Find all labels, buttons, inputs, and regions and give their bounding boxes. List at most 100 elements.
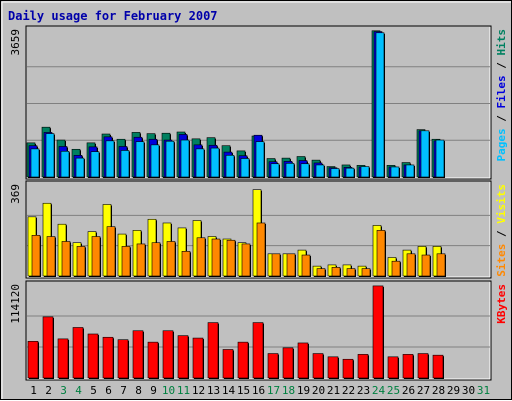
legend-entry: /: [495, 224, 508, 244]
bar-kbytes-day-19: [297, 342, 309, 379]
bar-kbytes-day-9: [147, 341, 159, 379]
bar-pages-day-5: [90, 151, 100, 178]
x-tick-label: 30: [462, 384, 475, 397]
x-tick-label: 13: [207, 384, 220, 397]
bar-sites-day-4: [76, 246, 86, 277]
x-tick-label: 23: [357, 384, 370, 397]
bar-pages-day-14: [225, 155, 235, 178]
bar-pages-day-3: [60, 150, 70, 178]
bar-pages-day-16: [255, 141, 265, 178]
x-tick-label: 5: [90, 384, 97, 397]
bar-kbytes-day-7: [117, 339, 129, 379]
bar-kbytes-day-22: [342, 358, 354, 379]
bar-pages-day-18: [285, 163, 295, 178]
bar-kbytes-day-14: [222, 349, 234, 379]
bar-sites-day-11: [181, 251, 191, 277]
bar-pages-day-13: [210, 147, 220, 178]
bar-pages-day-26: [405, 164, 415, 178]
bar-sites-day-17: [271, 253, 281, 277]
bar-sites-day-23: [361, 268, 371, 277]
legend-entry: Files: [495, 75, 508, 108]
bar-sites-day-6: [106, 226, 116, 277]
bar-pages-day-8: [135, 141, 145, 178]
x-tick-label: 20: [312, 384, 325, 397]
x-tick-label: 2: [45, 384, 52, 397]
bar-kbytes-day-16: [252, 322, 264, 379]
bar-pages-day-15: [240, 158, 250, 178]
x-tick-label: 3: [60, 384, 67, 397]
scale-label: 3659: [9, 29, 22, 56]
bar-kbytes-day-26: [402, 354, 414, 379]
bar-pages-day-9: [150, 144, 160, 178]
x-tick-label: 11: [177, 384, 190, 397]
x-tick-label: 8: [135, 384, 142, 397]
bar-pages-day-28: [435, 139, 445, 178]
bar-kbytes-day-25: [387, 356, 399, 379]
bar-kbytes-day-13: [207, 322, 219, 379]
bar-pages-day-21: [330, 168, 340, 178]
bar-kbytes-day-17: [267, 353, 279, 379]
bar-sites-day-19: [301, 254, 311, 277]
scale-label: 369: [9, 184, 22, 204]
legend-entry: Sites: [495, 244, 508, 277]
bar-pages-day-20: [315, 164, 325, 178]
bar-sites-day-14: [226, 239, 236, 277]
bar-kbytes-day-20: [312, 353, 324, 379]
x-tick-label: 26: [402, 384, 415, 397]
x-tick-label: 15: [237, 384, 250, 397]
bar-kbytes-day-11: [177, 335, 189, 379]
bar-pages-day-7: [120, 150, 130, 178]
bar-pages-day-10: [165, 140, 175, 178]
legend-entry: Pages: [495, 128, 508, 161]
bar-sites-day-20: [316, 268, 326, 277]
panel-visits-sites: 369 Sites / Visits: [9, 180, 508, 279]
x-tick-label: 14: [222, 384, 236, 397]
bar-kbytes-day-1: [27, 341, 39, 379]
bar-kbytes-day-4: [72, 327, 84, 379]
bar-kbytes-day-5: [87, 333, 99, 379]
bar-sites-day-9: [151, 242, 161, 277]
x-tick-label: 24: [372, 384, 386, 397]
bar-sites-day-13: [211, 238, 221, 277]
x-tick-label: 12: [192, 384, 205, 397]
bar-sites-day-10: [166, 241, 176, 277]
bar-sites-day-7: [121, 246, 131, 277]
x-tick-label: 9: [150, 384, 157, 397]
panel-hits-files-pages: 3659 Pages / Files / Hits: [9, 25, 508, 180]
bar-kbytes-day-27: [417, 353, 429, 379]
legend-entry: Visits: [495, 184, 508, 224]
x-tick-label: 17: [267, 384, 280, 397]
bar-sites-day-2: [46, 236, 56, 277]
x-tick-label: 19: [297, 384, 310, 397]
bar-kbytes-day-2: [42, 316, 54, 379]
bar-kbytes-day-21: [327, 356, 339, 379]
x-tick-label: 29: [447, 384, 460, 397]
bar-pages-day-17: [270, 163, 280, 178]
legend: Pages / Files / Hits: [495, 29, 508, 162]
bar-pages-day-24: [375, 32, 385, 178]
x-tick-label: 7: [120, 384, 127, 397]
bar-pages-day-6: [105, 140, 115, 178]
bar-sites-day-16: [256, 222, 266, 277]
panel-kbytes: 114120 KBytes: [9, 280, 508, 381]
legend: Sites / Visits: [495, 184, 508, 277]
bar-sites-day-18: [286, 253, 296, 277]
bar-sites-day-26: [406, 253, 416, 277]
bar-pages-day-2: [45, 133, 55, 178]
bar-pages-day-27: [420, 130, 430, 178]
x-tick-label: 1: [30, 384, 37, 397]
bar-sites-day-22: [346, 268, 356, 277]
bar-kbytes-day-23: [357, 354, 369, 379]
bar-kbytes-day-15: [237, 341, 249, 379]
bar-sites-day-8: [136, 243, 146, 277]
legend-entry: KBytes: [495, 284, 508, 324]
bar-pages-day-19: [300, 163, 310, 178]
bar-sites-day-15: [241, 243, 251, 277]
bar-sites-day-5: [91, 236, 101, 277]
bar-sites-day-24: [376, 230, 386, 277]
bar-sites-day-25: [391, 260, 401, 277]
bar-sites-day-1: [31, 235, 41, 277]
bar-kbytes-day-12: [192, 337, 204, 379]
